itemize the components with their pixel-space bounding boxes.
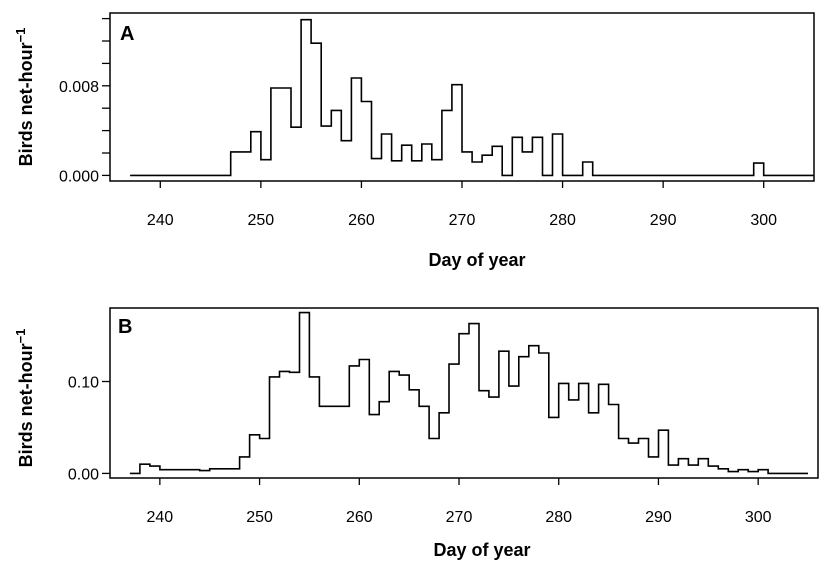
panel-a-y-axis-title-main: Birds net-hour <box>16 42 36 166</box>
panel-a-x-axis-title: Day of year <box>428 250 525 270</box>
panel-b-frame <box>109 307 819 479</box>
panel-b-x-tick-label: 290 <box>645 509 672 526</box>
panel-b-y-tick-label: 0.10 <box>68 375 99 392</box>
panel-b-y-axis-title: Birds net-hour−1 <box>13 329 36 468</box>
panel-b-series-line <box>129 311 808 475</box>
panel-a: A 240 250 260 270 280 290 300 0.000 0.008 Day of… <box>13 12 815 270</box>
panel-a-x-tick-label: 300 <box>750 212 777 229</box>
panel-a-y-tick-label: 0.008 <box>59 79 99 96</box>
panel-b: B 240 250 260 270 280 290 300 0.00 0.10 Day of y… <box>13 307 819 560</box>
panel-b-x-axis-title: Day of year <box>433 540 530 560</box>
panel-b-y-axis-title-superscript: −1 <box>13 329 28 344</box>
panel-a-y-axis-title: Birds net-hour−1 <box>13 28 36 167</box>
panel-b-y-axis-title-main: Birds net-hour <box>16 343 36 467</box>
panel-a-y-axis-title-superscript: −1 <box>13 28 28 43</box>
panel-b-x-tick-label: 300 <box>745 509 772 526</box>
panel-a-y-tick-label: 0.000 <box>59 168 99 185</box>
panel-a-x-tick-label: 280 <box>549 212 576 229</box>
panel-a-label: A <box>120 23 134 45</box>
panel-a-x-tick-label: 260 <box>348 212 375 229</box>
panel-b-x-tick-label: 260 <box>346 509 373 526</box>
panel-b-x-tick-label: 270 <box>446 509 473 526</box>
panel-b-x-tick-label: 240 <box>147 509 174 526</box>
panel-b-x-tick-label: 250 <box>246 509 273 526</box>
panel-b-x-tick-label: 280 <box>545 509 572 526</box>
panel-a-x-tick-label: 240 <box>147 212 174 229</box>
panel-b-ticks: 240 250 260 270 280 290 300 0.00 0.10 <box>68 375 772 526</box>
panel-a-x-tick-label: 270 <box>449 212 476 229</box>
panel-a-series-line <box>130 18 814 177</box>
panel-b-label: B <box>118 316 132 338</box>
panel-a-ticks: 240 250 260 270 280 290 300 0.000 0.008 <box>59 17 777 229</box>
panel-b-y-tick-label: 0.00 <box>68 466 99 483</box>
panel-a-x-tick-label: 290 <box>650 212 677 229</box>
panel-a-x-tick-label: 250 <box>248 212 275 229</box>
